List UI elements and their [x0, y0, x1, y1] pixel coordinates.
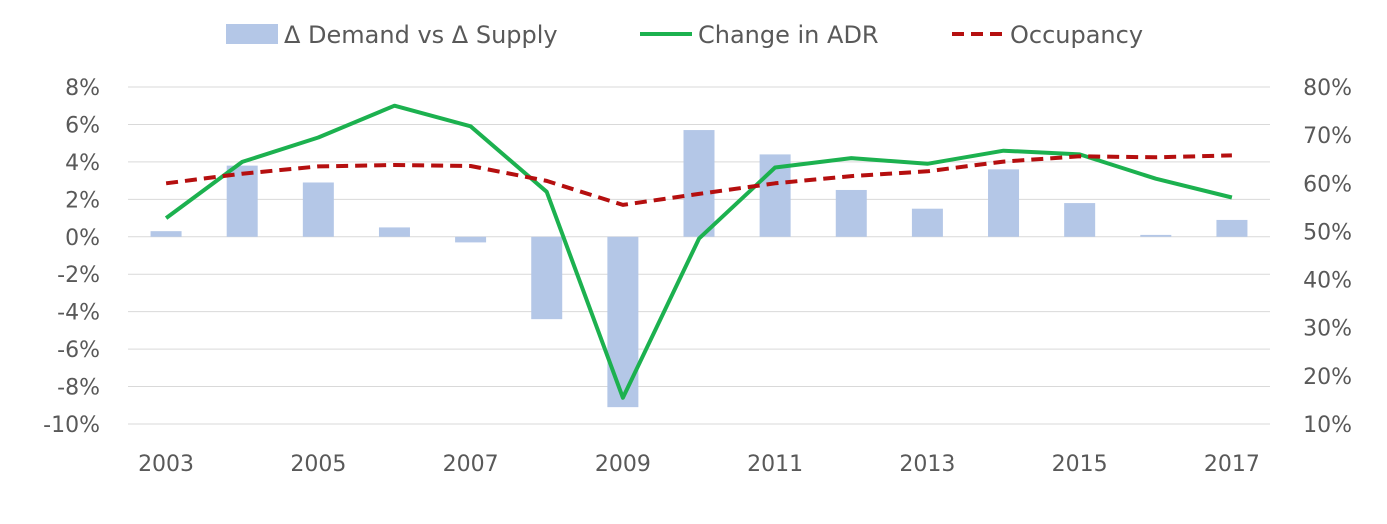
y-right-tick-label: 40%: [1303, 269, 1352, 294]
x-tick-label: 2009: [595, 452, 651, 477]
x-tick-label: 2005: [290, 452, 346, 477]
occupancy-line: [165, 153, 1232, 207]
bar: [683, 130, 715, 237]
bar: [150, 231, 182, 237]
bar: [531, 236, 563, 320]
bar: [302, 182, 334, 237]
x-tick-label: 2015: [1052, 452, 1108, 477]
y-right-tick-label: 10%: [1303, 413, 1352, 438]
bar: [1216, 219, 1248, 237]
y-right-tick-label: 80%: [1303, 76, 1352, 101]
bar: [226, 165, 258, 237]
legend-label: Occupancy: [1010, 21, 1143, 49]
x-tick-label: 2003: [138, 452, 194, 477]
y-right-tick-label: 50%: [1303, 220, 1352, 245]
bar: [988, 169, 1020, 237]
x-tick-label: 2007: [443, 452, 499, 477]
y-left-tick-label: 6%: [65, 113, 100, 138]
bar: [911, 208, 943, 237]
legend: Δ Demand vs Δ Supply Change in ADR Occupan…: [226, 21, 1143, 49]
y-left-tick-label: 8%: [65, 76, 100, 101]
bar: [378, 227, 410, 237]
y-left-tick-label: -10%: [43, 413, 100, 438]
bar-series: [150, 130, 1248, 408]
y-left-tick-label: -4%: [57, 301, 100, 326]
y-left-tick-label: -6%: [57, 338, 100, 363]
legend-label: Δ Demand vs Δ Supply: [284, 21, 558, 49]
bar: [607, 236, 639, 408]
y-right-tick-label: 60%: [1303, 172, 1352, 197]
y-right-tick-label: 30%: [1303, 317, 1352, 342]
y-left-tick-label: 0%: [65, 226, 100, 251]
y-left-tick-label: -8%: [57, 376, 100, 401]
y-left-tick-label: 2%: [65, 188, 100, 213]
bar: [455, 236, 487, 243]
y-right-tick-label: 20%: [1303, 365, 1352, 390]
y-right-tick-label: 70%: [1303, 124, 1352, 149]
y-left-tick-label: 4%: [65, 151, 100, 176]
y-left-tick-label: -2%: [57, 263, 100, 288]
line-series: [164, 103, 1233, 400]
legend-label: Change in ADR: [698, 21, 879, 49]
bar: [835, 189, 867, 237]
bar: [1140, 234, 1172, 237]
x-tick-label: 2011: [747, 452, 803, 477]
x-tick-label: 2017: [1204, 452, 1260, 477]
x-tick-label: 2013: [899, 452, 955, 477]
adr-line: [164, 103, 1233, 400]
bar: [1064, 203, 1096, 237]
legend-swatch-bar: [226, 24, 278, 44]
axis-labels: 8% 6% 4% 2% 0% -2% -4% -6% -8% -10% 80% 70% 60% 50% 40…: [43, 76, 1352, 477]
